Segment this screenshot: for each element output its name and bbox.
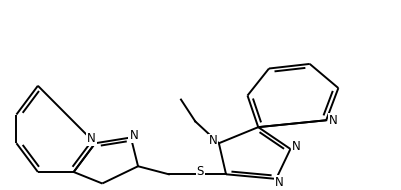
- Text: N: N: [328, 114, 337, 127]
- Text: N: N: [274, 176, 283, 189]
- Text: N: N: [87, 132, 96, 145]
- Text: N: N: [291, 140, 300, 153]
- Text: S: S: [196, 165, 203, 178]
- Text: N: N: [129, 129, 138, 142]
- Text: N: N: [208, 135, 217, 147]
